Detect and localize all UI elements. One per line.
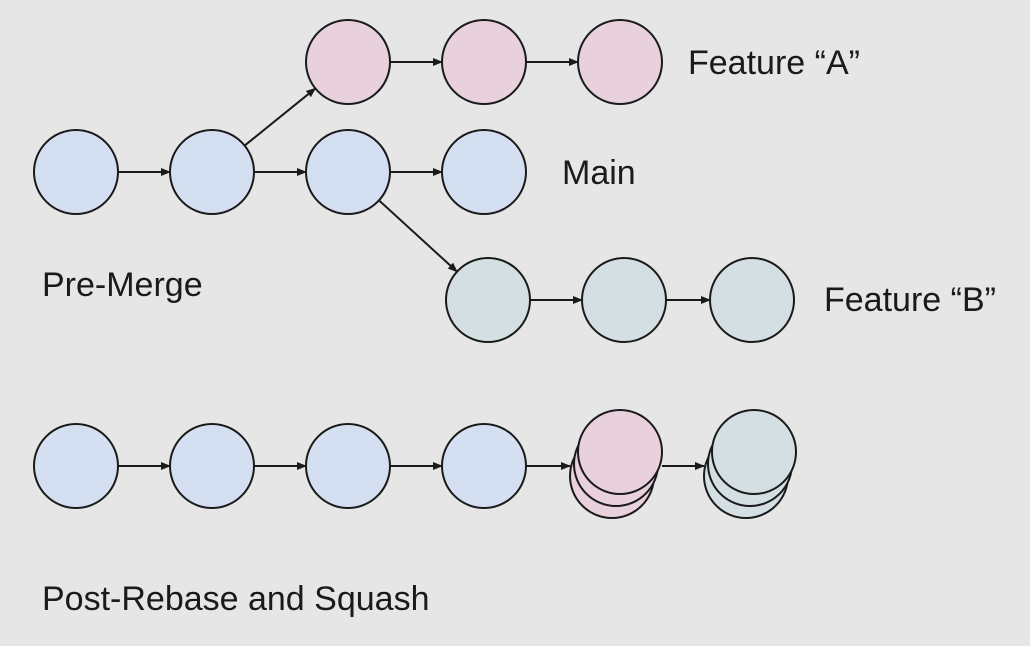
main-commit-3 xyxy=(305,129,391,215)
feature-a-commit-3 xyxy=(577,19,663,105)
main-commit-4 xyxy=(441,129,527,215)
main-commit-2 xyxy=(169,129,255,215)
pre-merge-label: Pre-Merge xyxy=(42,266,203,304)
squashed-feature-b-commit-3 xyxy=(711,409,797,495)
feature-a-commit-2 xyxy=(441,19,527,105)
post-main-commit-3 xyxy=(305,423,391,509)
post-main-commit-2 xyxy=(169,423,255,509)
feature-b-commit-2 xyxy=(581,257,667,343)
feature-b-commit-1 xyxy=(445,257,531,343)
feature-a-branch-edge xyxy=(244,87,317,147)
commit-nodes xyxy=(33,19,797,519)
main-label: Main xyxy=(562,154,636,192)
squashed-feature-a-commit-3 xyxy=(577,409,663,495)
commit-edges xyxy=(118,58,711,470)
feature-b-branch-edge xyxy=(378,199,458,273)
feature-b-label: Feature “B” xyxy=(824,281,996,319)
feature-a-commit-1 xyxy=(305,19,391,105)
main-commit-1 xyxy=(33,129,119,215)
post-main-commit-1 xyxy=(33,423,119,509)
feature-b-commit-3 xyxy=(709,257,795,343)
post-rebase-label: Post-Rebase and Squash xyxy=(42,580,429,618)
feature-a-label: Feature “A” xyxy=(688,44,860,82)
post-main-commit-4 xyxy=(441,423,527,509)
